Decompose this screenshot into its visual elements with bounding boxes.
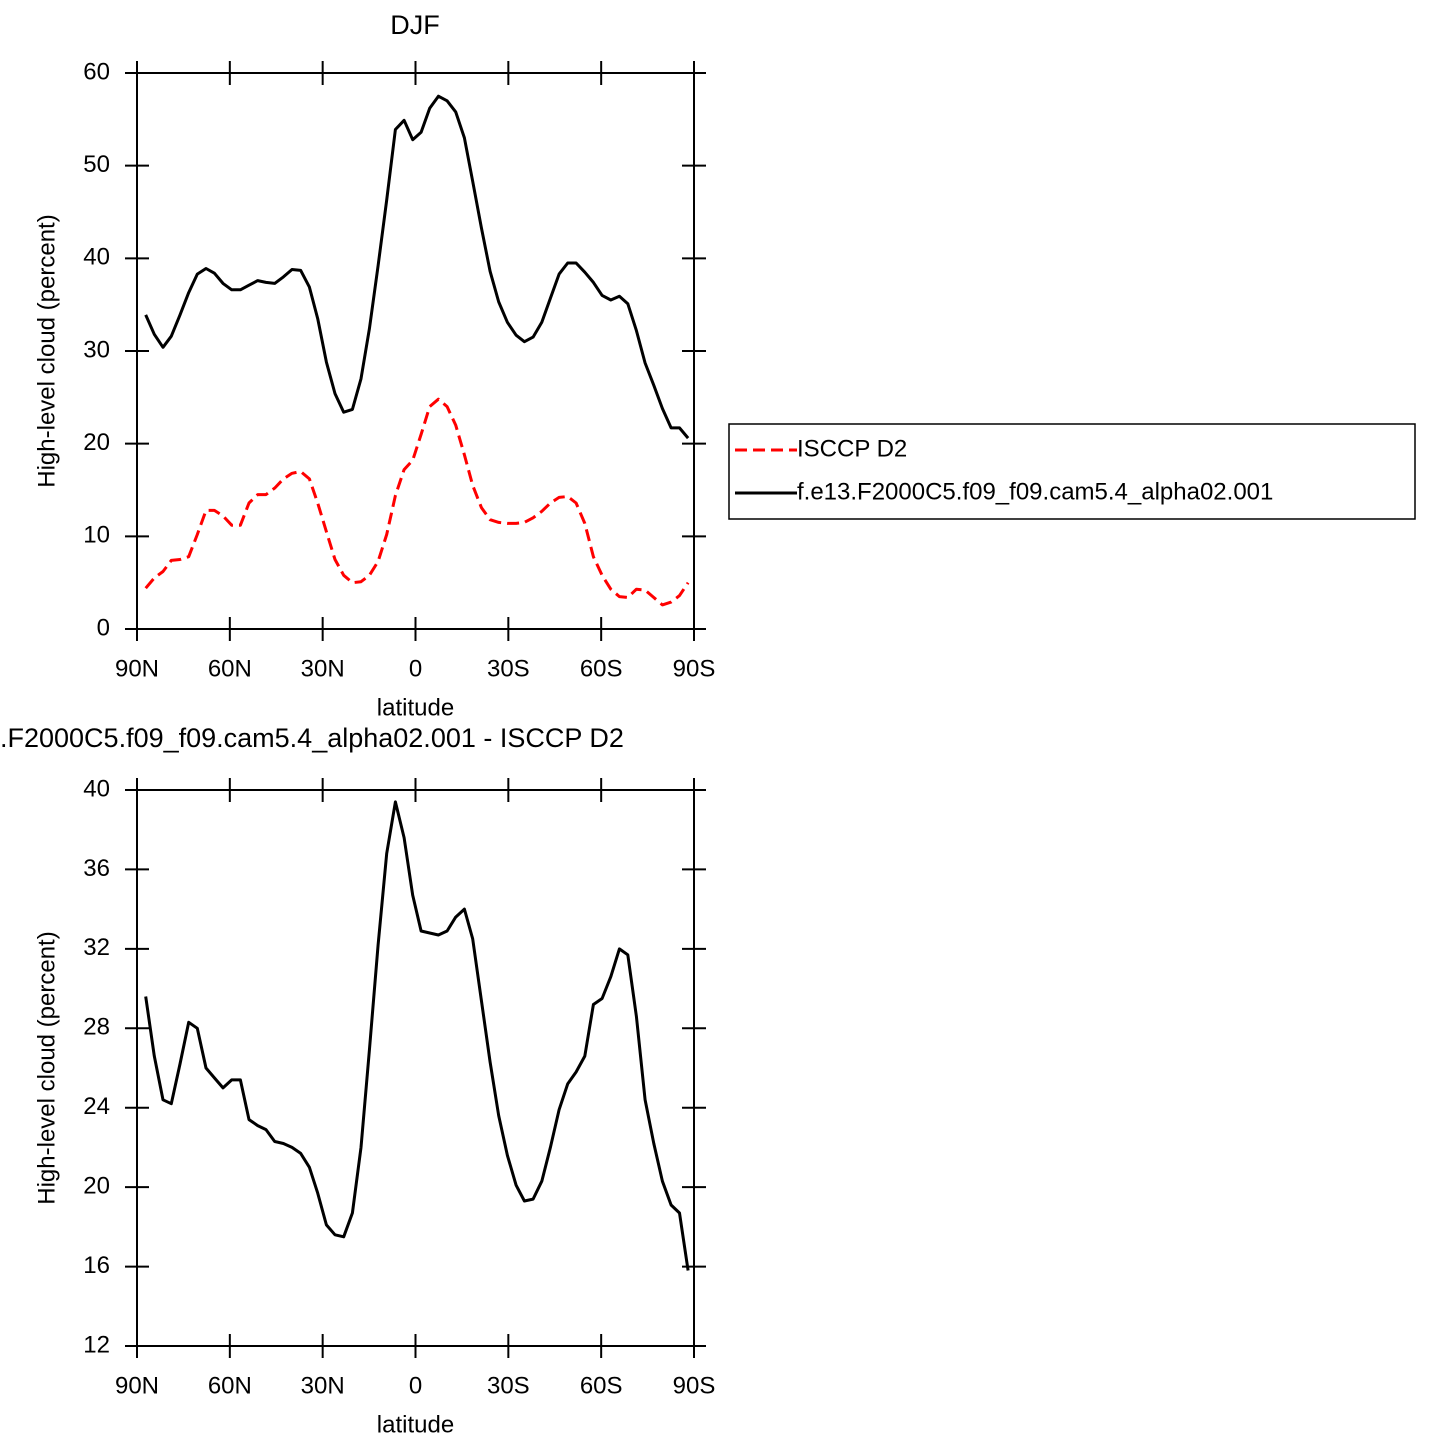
x-axis-label: latitude [377,694,454,721]
x-tick-label: 30S [487,655,530,682]
y-tick-label: 12 [83,1331,110,1358]
y-tick-label: 60 [83,58,110,85]
y-tick-label: 36 [83,855,110,882]
series-line [144,800,690,1271]
y-tick-label: 24 [83,1093,110,1120]
x-tick-label: 60N [208,655,252,682]
x-tick-label: 30N [301,1372,345,1399]
y-tick-label: 32 [83,934,110,961]
y-tick-label: 40 [83,775,110,802]
legend-box [728,423,1416,520]
y-tick-label: 30 [83,336,110,363]
x-tick-label: 90N [115,655,159,682]
chart-title: .F2000C5.f09_f09.cam5.4_alpha02.001 - IS… [0,723,624,753]
y-tick-label: 20 [83,429,110,456]
y-tick-label: 20 [83,1172,110,1199]
x-tick-label: 30S [487,1372,530,1399]
series-line [144,94,690,440]
y-axis-label: High-level cloud (percent) [33,214,60,487]
x-tick-label: 0 [409,655,422,682]
y-tick-label: 0 [97,614,110,641]
y-tick-label: 28 [83,1014,110,1041]
y-tick-label: 10 [83,522,110,549]
x-axis-label: latitude [377,1411,454,1438]
series-line [144,397,690,607]
plot-frame [136,789,695,1347]
x-tick-label: 90N [115,1372,159,1399]
y-tick-label: 40 [83,244,110,271]
legend-label: ISCCP D2 [797,435,907,462]
y-axis-label: High-level cloud (percent) [33,931,60,1204]
plot-frame [136,72,695,630]
x-tick-label: 60S [580,1372,623,1399]
x-tick-label: 60N [208,1372,252,1399]
x-tick-label: 30N [301,655,345,682]
x-tick-label: 60S [580,655,623,682]
x-tick-label: 0 [409,1372,422,1399]
legend-label: f.e13.F2000C5.f09_f09.cam5.4_alpha02.001 [797,478,1273,505]
y-tick-label: 50 [83,151,110,178]
x-tick-label: 90S [673,655,716,682]
y-tick-label: 16 [83,1252,110,1279]
chart-title: DJF [390,10,440,40]
x-tick-label: 90S [673,1372,716,1399]
